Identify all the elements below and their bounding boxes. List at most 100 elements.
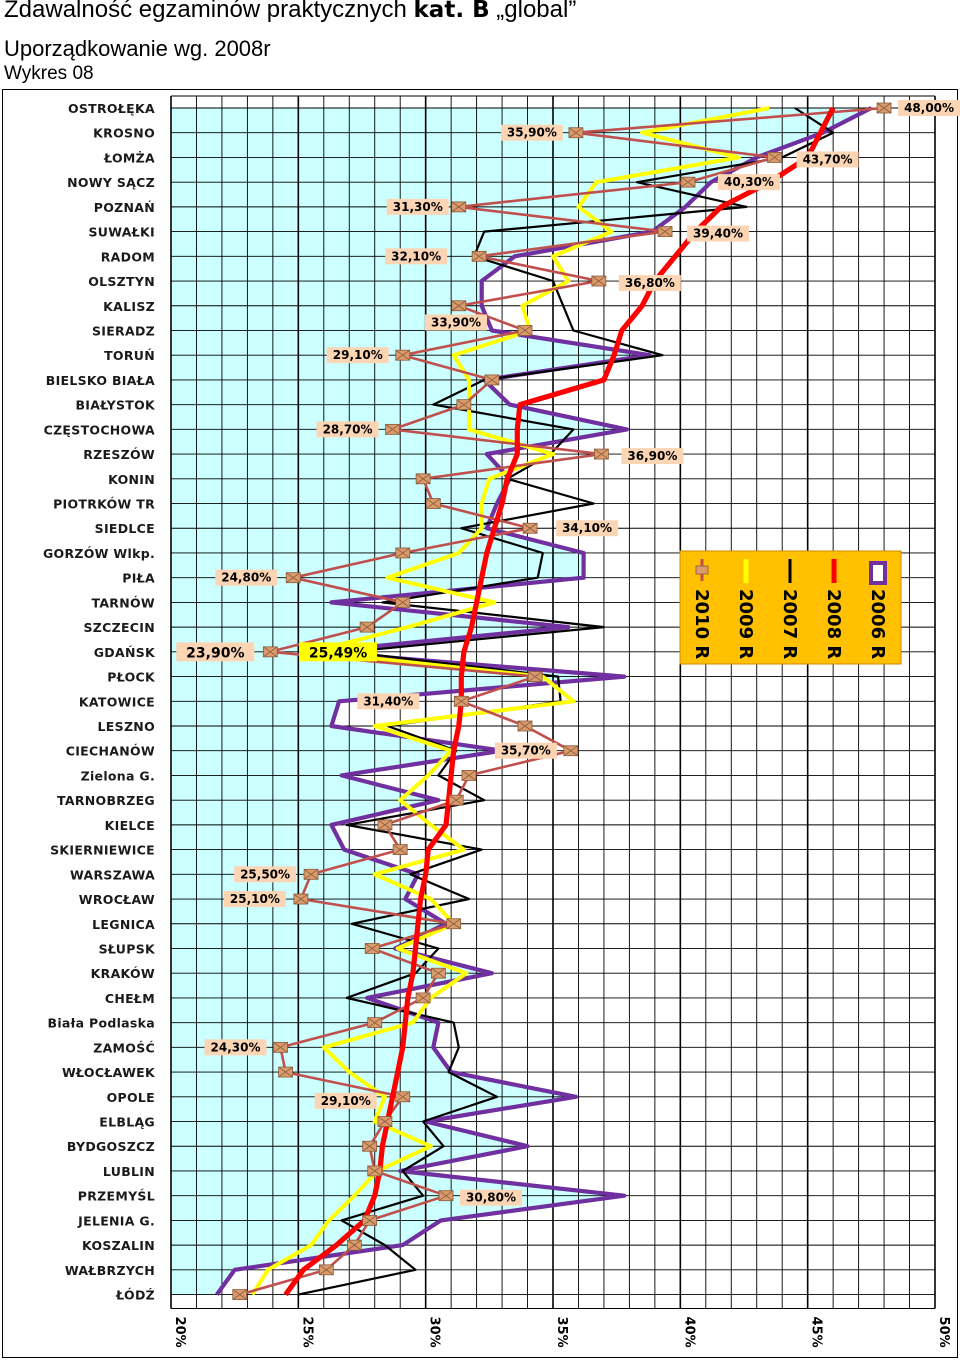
point-marker-cross [767,152,782,163]
point-marker-cross [484,374,500,386]
x-tick-label: 45% [809,1317,824,1348]
data-label: 25,10% [223,891,286,908]
data-label-box [215,569,278,586]
point-marker-cross [395,597,410,608]
legend-label: 2008 R [823,589,844,659]
category-label: WŁOCŁAWEK [62,1065,156,1080]
x-tick-label: 20% [172,1317,187,1348]
category-label: KONIN [108,472,155,487]
category-label: OPOLE [107,1090,155,1105]
data-label: 39,40% [687,225,750,242]
point-marker-cross [392,844,408,855]
data-label: 35,70% [494,742,557,759]
category-label: GORZÓW Wlkp. [43,546,155,561]
data-label-box [357,693,420,710]
data-label-text: 36,80% [625,276,675,290]
legend-item: 2007 R [779,559,800,659]
point-marker-cross [362,1140,377,1152]
title-text: Zdawalność egzaminów praktycznych [4,0,414,23]
point-marker-cross [454,695,469,707]
point-marker-cross [451,300,467,312]
data-label-box [223,891,286,908]
point-marker-cross [431,967,446,979]
point-marker-cross [319,1264,334,1276]
data-label-box [460,1189,523,1206]
category-label: CHEŁM [105,991,155,1006]
point-marker-cross [522,522,538,534]
data-label-text: 30,80% [466,1191,516,1205]
data-label-box [687,225,750,242]
data-label: 29,10% [314,1092,377,1109]
point-marker-cross [527,671,543,682]
category-label: PRZEMYŚL [78,1189,155,1204]
chart-legend: 2010 R 2009 R 2007 R 2008 R 2006 R [679,550,902,665]
category-label: RZESZÓW [83,447,155,462]
data-label: 28,70% [316,421,379,438]
category-label: KATOWICE [79,694,155,709]
point-marker-cross [377,1116,393,1127]
data-label-box [385,248,448,265]
category-label: KIELCE [105,818,155,833]
point-marker-cross [563,745,579,757]
point-marker-cross [594,448,609,460]
data-label-box [898,100,960,116]
data-label-box [314,1092,377,1109]
category-label: Zielona G. [81,768,155,783]
point-marker-cross [657,226,673,237]
data-label-box [618,275,681,292]
data-label: 25,49% [299,642,378,662]
chart-data-labels: 48,00% 35,90% 43,70% 40,30% 31,30% 39,40% 32,1… [176,100,960,1206]
data-label-box [326,347,389,364]
category-label: ŁÓDŹ [115,1288,155,1303]
x-tick-label: 50% [936,1317,951,1348]
point-marker-cross [461,770,477,781]
legend-swatch [869,561,887,585]
category-label: TORUŃ [104,348,155,363]
point-marker-cross [347,1239,362,1251]
chart-axes: OSTROŁĘKA KROSNO ŁOMŻA NOWY SĄCZ POZNAŃ SUWAŁ… [43,101,951,1348]
category-label: WAŁBRZYCH [65,1263,155,1278]
category-label: ZAMOŚĆ [93,1040,155,1055]
data-label-text: 31,40% [363,694,413,708]
data-label: 43,70% [796,151,859,168]
category-label: GDAŃSK [94,645,156,660]
category-label: POZNAŃ [94,200,155,215]
x-tick-label: 25% [299,1317,314,1348]
data-label: 31,30% [386,198,449,215]
data-label: 31,40% [357,693,420,710]
data-label-text: 23,90% [186,645,244,661]
category-label: BIAŁYSTOK [75,398,156,413]
legend-label: 2010 R [691,589,712,659]
data-label: 33,90% [424,314,487,331]
category-label: LESZNO [98,719,155,734]
category-label: WARSZAWA [70,867,155,882]
data-label-box [717,174,780,191]
point-marker-cross [286,572,301,584]
data-label-text: 24,30% [211,1040,261,1054]
category-label: SKIERNIEWICE [50,843,155,858]
data-label-box [176,642,255,662]
page-title: Zdawalność egzaminów praktycznych kat. B… [4,0,576,24]
point-marker-cross [568,127,584,139]
data-label-text: 25,50% [240,867,290,881]
data-label-text: 40,30% [724,175,774,189]
legend-swatch-marker [695,565,709,575]
data-label-box [386,198,449,215]
data-label-box [299,642,378,662]
data-label: 30,80% [460,1189,523,1206]
point-marker-cross [451,201,467,213]
point-marker-cross [359,621,375,633]
data-label-text: 33,90% [431,315,481,329]
chart-outer-frame [2,89,958,1358]
data-label-text: 43,70% [803,152,853,166]
data-label: 29,10% [326,347,389,364]
point-marker-cross [448,794,464,806]
data-label: 36,80% [618,275,681,292]
point-marker-cross [680,176,696,188]
legend-item: 2010 R [691,559,712,659]
category-label: CIECHANÓW [66,744,155,759]
data-label-box [234,866,297,883]
category-label: WROCŁAW [79,892,155,907]
data-label-text: 32,10% [391,249,441,263]
point-marker-cross [446,918,461,930]
